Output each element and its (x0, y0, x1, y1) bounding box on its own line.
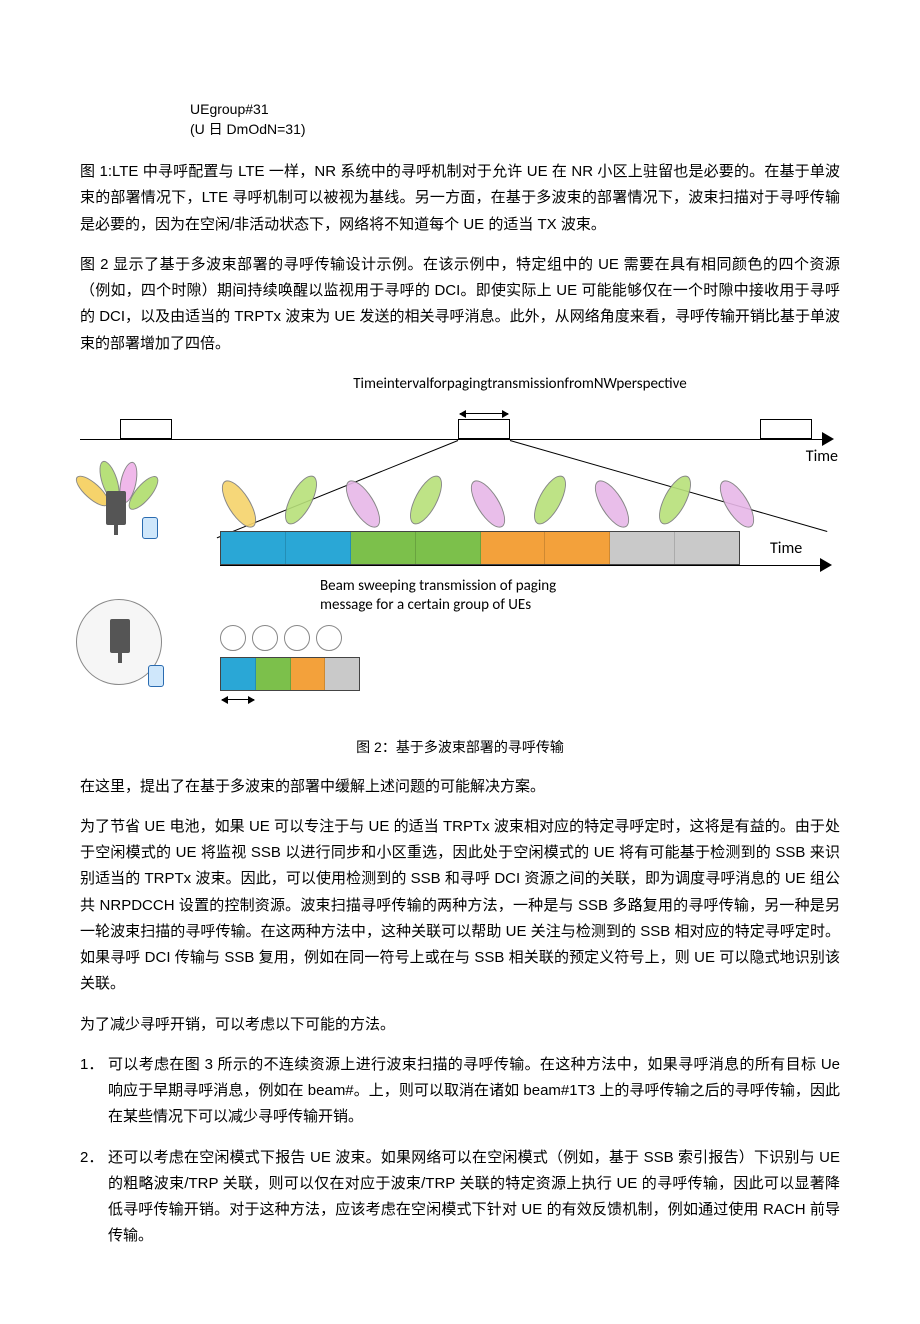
small-dbl-arrow (222, 699, 254, 700)
figure2-top-label: TimeintervalforpagingtransmissionfromNWp… (80, 371, 840, 397)
list-num-2: 2． (80, 1145, 108, 1250)
beam-ellipses (220, 469, 800, 539)
figure2-mid-caption: Beam sweeping transmission of paging mes… (320, 577, 660, 615)
list-num-1: 1． (80, 1052, 108, 1131)
figure-2: TimeintervalforpagingtransmissionfromNWp… (80, 371, 840, 760)
paragraph-5: 为了减少寻呼开销，可以考虑以下可能的方法。 (80, 1012, 840, 1038)
header-line1: UEgroup#31 (190, 100, 840, 120)
top-timeline: Time (80, 399, 840, 459)
figure2-diagram: Time Time Beam sweeping transmission of … (80, 399, 840, 729)
paragraph-2: 图 2 显示了基于多波束部署的寻呼传输设计示例。在该示例中，特定组中的 UE 需… (80, 252, 840, 357)
list-item-1: 1． 可以考虑在图 3 所示的不连续资源上进行波束扫描的寻呼传输。在这种方法中，… (80, 1052, 840, 1131)
paragraph-4: 为了节省 UE 电池，如果 UE 可以专注于与 UE 的适当 TRPTx 波束相… (80, 814, 840, 998)
time-label-1: Time (806, 443, 838, 471)
slot-strip-small (220, 657, 360, 691)
list-body-1: 可以考虑在图 3 所示的不连续资源上进行波束扫描的寻呼传输。在这种方法中，如果寻… (108, 1052, 840, 1131)
header-line2: (U 日 DmOdN=31) (190, 120, 840, 140)
list-item-2: 2． 还可以考虑在空闲模式下报告 UE 波束。如果网络可以在空闲模式（例如，基于… (80, 1145, 840, 1250)
header-block: UEgroup#31 (U 日 DmOdN=31) (190, 100, 840, 139)
small-circles (220, 625, 342, 651)
figure2-caption: 图 2：基于多波束部署的寻呼传输 (80, 735, 840, 760)
slot-strip-main (220, 531, 740, 565)
time-label-2: Time (770, 535, 802, 563)
paragraph-1: 图 1:LTE 中寻呼配置与 LTE 一样，NR 系统中的寻呼机制对于允许 UE… (80, 159, 840, 238)
list-body-2: 还可以考虑在空闲模式下报告 UE 波束。如果网络可以在空闲模式（例如，基于 SS… (108, 1145, 840, 1250)
paragraph-3: 在这里，提出了在基于多波束的部署中缓解上述问题的可能解决方案。 (80, 774, 840, 800)
